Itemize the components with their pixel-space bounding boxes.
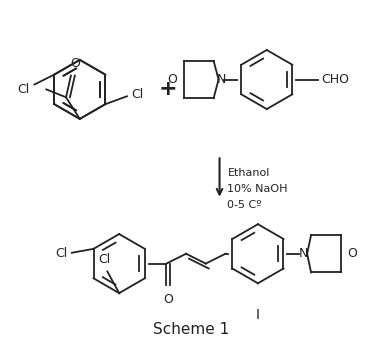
Text: 10% NaOH: 10% NaOH [227, 184, 288, 194]
Text: Ethanol: Ethanol [227, 168, 270, 178]
Text: O: O [348, 247, 357, 260]
Text: +: + [159, 79, 178, 99]
Text: Cl: Cl [131, 88, 143, 101]
Text: Cl: Cl [98, 253, 110, 266]
Text: Cl: Cl [17, 83, 30, 96]
Text: N: N [217, 73, 226, 86]
Text: O: O [70, 57, 80, 70]
Text: N: N [298, 247, 308, 260]
Text: O: O [163, 293, 173, 306]
Text: CHO: CHO [321, 73, 349, 86]
Text: O: O [167, 73, 177, 86]
Text: I: I [256, 308, 260, 322]
Text: Cl: Cl [55, 247, 67, 260]
Text: 0-5 Cº: 0-5 Cº [227, 199, 262, 210]
Text: Scheme 1: Scheme 1 [153, 323, 229, 337]
